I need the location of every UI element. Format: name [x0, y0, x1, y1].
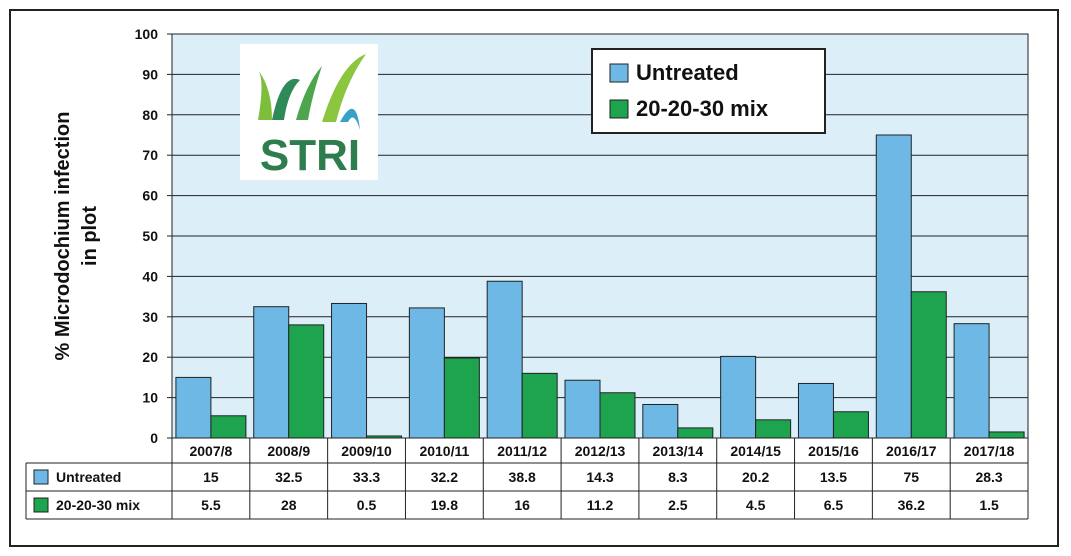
- bar-untreated: [175, 376, 212, 439]
- table-row-label: Untreated: [56, 469, 121, 485]
- data-label: 4.5: [746, 497, 766, 513]
- table-row-label: 20-20-30 mix: [56, 497, 140, 513]
- bar-mix: [755, 419, 792, 439]
- x-tick-label: 2009/10: [341, 443, 392, 459]
- x-tick-label: 2007/8: [189, 443, 232, 459]
- bar-untreated: [797, 382, 834, 439]
- y-tick-label: 90: [142, 66, 158, 82]
- table-legend-swatch: [33, 469, 49, 485]
- y-tick-label: 50: [142, 228, 158, 244]
- y-tick-label: 0: [150, 430, 158, 446]
- data-label: 16: [514, 497, 530, 513]
- data-label: 1.5: [979, 497, 999, 513]
- logo: STRI: [240, 44, 378, 180]
- y-tick-label: 20: [142, 349, 158, 365]
- y-axis-label-line-2: in plot: [79, 206, 101, 266]
- bar-untreated: [331, 302, 368, 439]
- bar-untreated: [408, 307, 445, 439]
- bar-mix: [910, 291, 947, 439]
- data-label: 6.5: [824, 497, 844, 513]
- data-label: 38.8: [509, 469, 536, 485]
- data-label: 32.5: [275, 469, 302, 485]
- y-axis-label: % Microdochium infection in plot: [52, 112, 101, 361]
- bar-mix: [210, 415, 247, 439]
- bar-mix: [988, 431, 1025, 439]
- x-tick-label: 2017/18: [964, 443, 1015, 459]
- x-tick-label: 2015/16: [808, 443, 859, 459]
- y-tick-label: 100: [135, 26, 159, 42]
- y-tick-label: 60: [142, 188, 158, 204]
- legend-box: [591, 48, 826, 134]
- logo-grass-icon-3: [296, 66, 322, 120]
- legend-swatch-untreated: [609, 63, 629, 83]
- x-tick-label: 2012/13: [575, 443, 626, 459]
- y-tick-label: 10: [142, 390, 158, 406]
- y-axis-label-line-1: % Microdochium infection: [52, 112, 74, 361]
- y-tick-label: 70: [142, 147, 158, 163]
- y-axis-ticks: 0 10 20 30 40 50 60 70 80 90 100: [135, 26, 172, 446]
- bar-untreated: [564, 379, 601, 439]
- data-label: 20.2: [742, 469, 769, 485]
- x-tick-label: 2014/15: [730, 443, 781, 459]
- data-label: 8.3: [668, 469, 688, 485]
- bar-untreated: [486, 280, 523, 439]
- bar-mix: [521, 372, 558, 439]
- data-label: 0.5: [357, 497, 377, 513]
- bar-untreated: [953, 323, 990, 439]
- y-tick-label: 80: [142, 107, 158, 123]
- legend: Untreated 20-20-30 mix: [591, 48, 826, 134]
- bar-untreated: [720, 355, 757, 439]
- data-label: 2.5: [668, 497, 688, 513]
- x-tick-label: 2008/9: [267, 443, 310, 459]
- bars: [175, 134, 1025, 439]
- bar-mix: [832, 411, 869, 439]
- bar-untreated: [253, 306, 290, 439]
- bar-mix: [599, 392, 636, 439]
- data-label: 28: [281, 497, 297, 513]
- table-legend-swatch: [33, 497, 49, 513]
- x-tick-label: 2011/12: [497, 443, 547, 459]
- data-label: 75: [903, 469, 919, 485]
- logo-grass-icon-4: [322, 54, 366, 122]
- x-tick-label: 2013/14: [653, 443, 704, 459]
- bar-mix: [443, 357, 480, 439]
- bar-mix: [288, 324, 325, 439]
- data-label: 19.8: [431, 497, 458, 513]
- data-table: 2007/8 2008/9 2009/10 2010/11 2011/12 2012/13…: [25, 437, 1029, 520]
- bar-mix: [677, 427, 714, 439]
- data-label: 13.5: [820, 469, 847, 485]
- data-label: 28.3: [975, 469, 1002, 485]
- legend-swatch-mix: [609, 99, 629, 119]
- data-label: 11.2: [587, 497, 614, 513]
- data-label: 36.2: [898, 497, 925, 513]
- x-tick-label: 2016/17: [886, 443, 937, 459]
- legend-label-mix: 20-20-30 mix: [636, 96, 769, 121]
- data-label: 15: [203, 469, 219, 485]
- data-label: 32.2: [431, 469, 458, 485]
- data-label: 14.3: [586, 469, 613, 485]
- logo-grass-icon-5: [340, 108, 360, 130]
- data-label: 33.3: [353, 469, 380, 485]
- y-tick-label: 30: [142, 309, 158, 325]
- logo-grass-icon-2: [272, 78, 300, 120]
- logo-text: STRI: [260, 131, 360, 180]
- logo-grass-icon: [258, 70, 272, 120]
- y-tick-label: 40: [142, 268, 158, 284]
- x-tick-label: 2010/11: [419, 443, 469, 459]
- data-label: 5.5: [201, 497, 221, 513]
- legend-label-untreated: Untreated: [636, 60, 739, 85]
- bar-untreated: [875, 134, 912, 439]
- bar-untreated: [642, 403, 679, 439]
